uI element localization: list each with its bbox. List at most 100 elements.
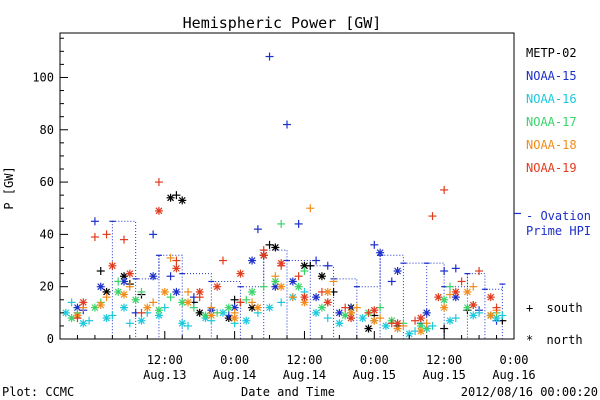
south-point <box>329 277 338 286</box>
marker-stroke <box>370 317 378 325</box>
marker-stroke <box>324 288 332 296</box>
marker-stroke <box>138 317 145 325</box>
marker-stroke <box>417 322 425 330</box>
marker-stroke <box>219 309 227 317</box>
marker-stroke <box>120 304 128 312</box>
marker-stroke <box>405 330 413 338</box>
marker-stroke <box>318 304 326 312</box>
south-point <box>172 191 181 200</box>
north-point <box>288 277 297 286</box>
marker-stroke <box>487 312 495 319</box>
marker-stroke <box>271 278 279 285</box>
north-point <box>364 324 373 333</box>
north-point <box>79 319 88 328</box>
south-point <box>469 282 478 291</box>
north-point <box>312 308 321 317</box>
marker-stroke <box>161 288 169 296</box>
south-point <box>440 185 449 194</box>
marker-stroke <box>277 283 285 291</box>
y-tick-label: 60 <box>40 175 54 189</box>
marker-stroke <box>266 304 273 312</box>
x-tick-date: Aug.15 <box>422 368 465 382</box>
marker-stroke <box>155 312 163 319</box>
marker-stroke <box>114 288 122 296</box>
marker-stroke <box>149 272 157 280</box>
north-point <box>120 290 129 299</box>
north-point <box>393 267 402 275</box>
south-point <box>277 261 286 270</box>
marker-stroke <box>452 288 460 296</box>
south-point <box>364 308 373 317</box>
south-point <box>370 240 379 249</box>
south-point <box>306 204 315 213</box>
marker-stroke <box>62 309 70 317</box>
south-point <box>475 267 484 275</box>
south-point <box>73 314 82 323</box>
north-point <box>248 256 257 265</box>
south-point <box>294 272 303 281</box>
marker-stroke <box>359 314 367 322</box>
marker-stroke <box>487 293 495 301</box>
south-point <box>230 308 239 317</box>
north-point <box>120 277 129 286</box>
north-point <box>207 311 216 320</box>
marker-stroke <box>172 288 180 296</box>
ovation-legend-line: Prime HPI <box>526 224 591 238</box>
y-tick-label: 0 <box>47 332 54 346</box>
legend-item: METP-02 <box>526 46 577 60</box>
north-point <box>184 298 193 307</box>
legend-item: NOAA-19 <box>526 161 577 175</box>
south-point <box>317 287 326 296</box>
north-point <box>154 311 163 320</box>
north-point <box>469 301 478 309</box>
marker-stroke <box>178 196 186 204</box>
marker-stroke <box>417 327 425 335</box>
marker-stroke <box>79 298 87 306</box>
north-point <box>96 282 105 291</box>
south-point <box>137 287 146 296</box>
x-tick-time: 12:00 <box>426 353 462 367</box>
south-point <box>90 233 99 241</box>
north-point <box>416 327 425 336</box>
marker-stroke <box>493 314 500 322</box>
south-point <box>154 178 163 187</box>
south-point <box>445 282 454 291</box>
marker-stroke <box>365 325 372 332</box>
south-point <box>411 316 420 325</box>
marker-stroke <box>318 272 326 280</box>
north-point <box>376 248 385 257</box>
marker-stroke <box>120 291 128 298</box>
north-point <box>96 301 105 309</box>
marker-stroke <box>231 304 239 312</box>
marker-stroke <box>196 309 204 317</box>
marker-stroke <box>237 270 244 278</box>
south-point <box>207 303 216 312</box>
north-point <box>370 316 379 325</box>
marker-stroke <box>97 301 105 309</box>
north-point <box>294 282 303 291</box>
x-tick-time: 0:00 <box>220 353 249 367</box>
marker-stroke <box>301 262 308 270</box>
marker-stroke <box>126 270 134 278</box>
north-point <box>486 293 495 302</box>
north-point <box>451 293 460 302</box>
north-point <box>335 319 344 328</box>
plot-frame <box>59 32 515 340</box>
south-point <box>306 261 315 270</box>
north-point <box>224 303 233 312</box>
x-tick-time: 0:00 <box>360 353 389 367</box>
north-point <box>172 287 181 296</box>
north-point <box>463 287 472 296</box>
marker-stroke <box>79 319 87 327</box>
legend-item: NOAA-16 <box>526 92 577 106</box>
north-point <box>486 311 495 320</box>
marker-stroke <box>295 283 303 291</box>
ovation-legend-line: - Ovation <box>526 209 591 223</box>
legend: METP-02 NOAA-15 NOAA-16 NOAA-17 NOAA-18 NOAA-… <box>514 46 591 238</box>
marker-stroke <box>196 288 204 296</box>
marker-stroke <box>178 319 186 327</box>
marker-stroke <box>260 251 268 259</box>
marker-stroke <box>312 293 320 301</box>
south-point <box>108 311 117 320</box>
north-point <box>137 316 146 325</box>
